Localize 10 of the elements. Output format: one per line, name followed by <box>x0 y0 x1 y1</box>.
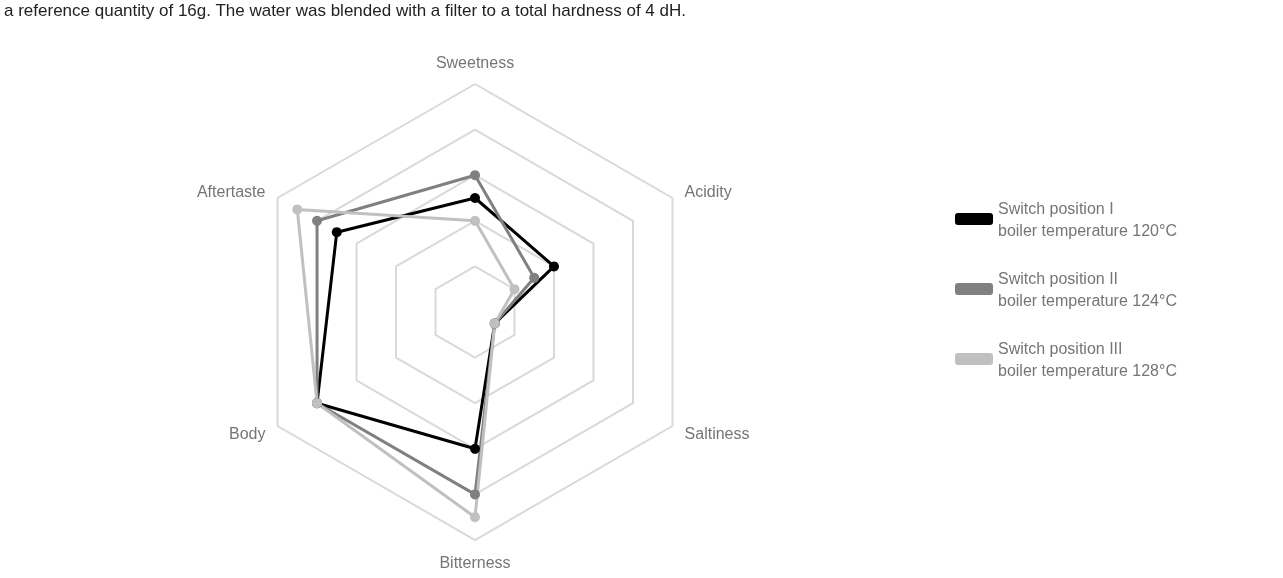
spoke-label: Sweetness <box>435 53 515 71</box>
spoke-label: Aftertaste <box>196 182 266 200</box>
text: a reference quantity of 16g. The water was blended with a filter to a total hardness of 4 dH. <box>4 1 686 20</box>
legend-label: Switch position I boiler temperature 120°C <box>998 199 1177 239</box>
spoke-label: Acidity <box>684 182 732 200</box>
spoke-label: Bitterness <box>439 553 511 571</box>
legend-label: Switch position II boiler temperature 124°C <box>998 269 1177 309</box>
spoke-label: Body <box>228 424 266 442</box>
legend-label: Switch position III boiler temperature 128°C <box>998 339 1177 379</box>
spoke-label: Saltiness <box>684 424 750 442</box>
